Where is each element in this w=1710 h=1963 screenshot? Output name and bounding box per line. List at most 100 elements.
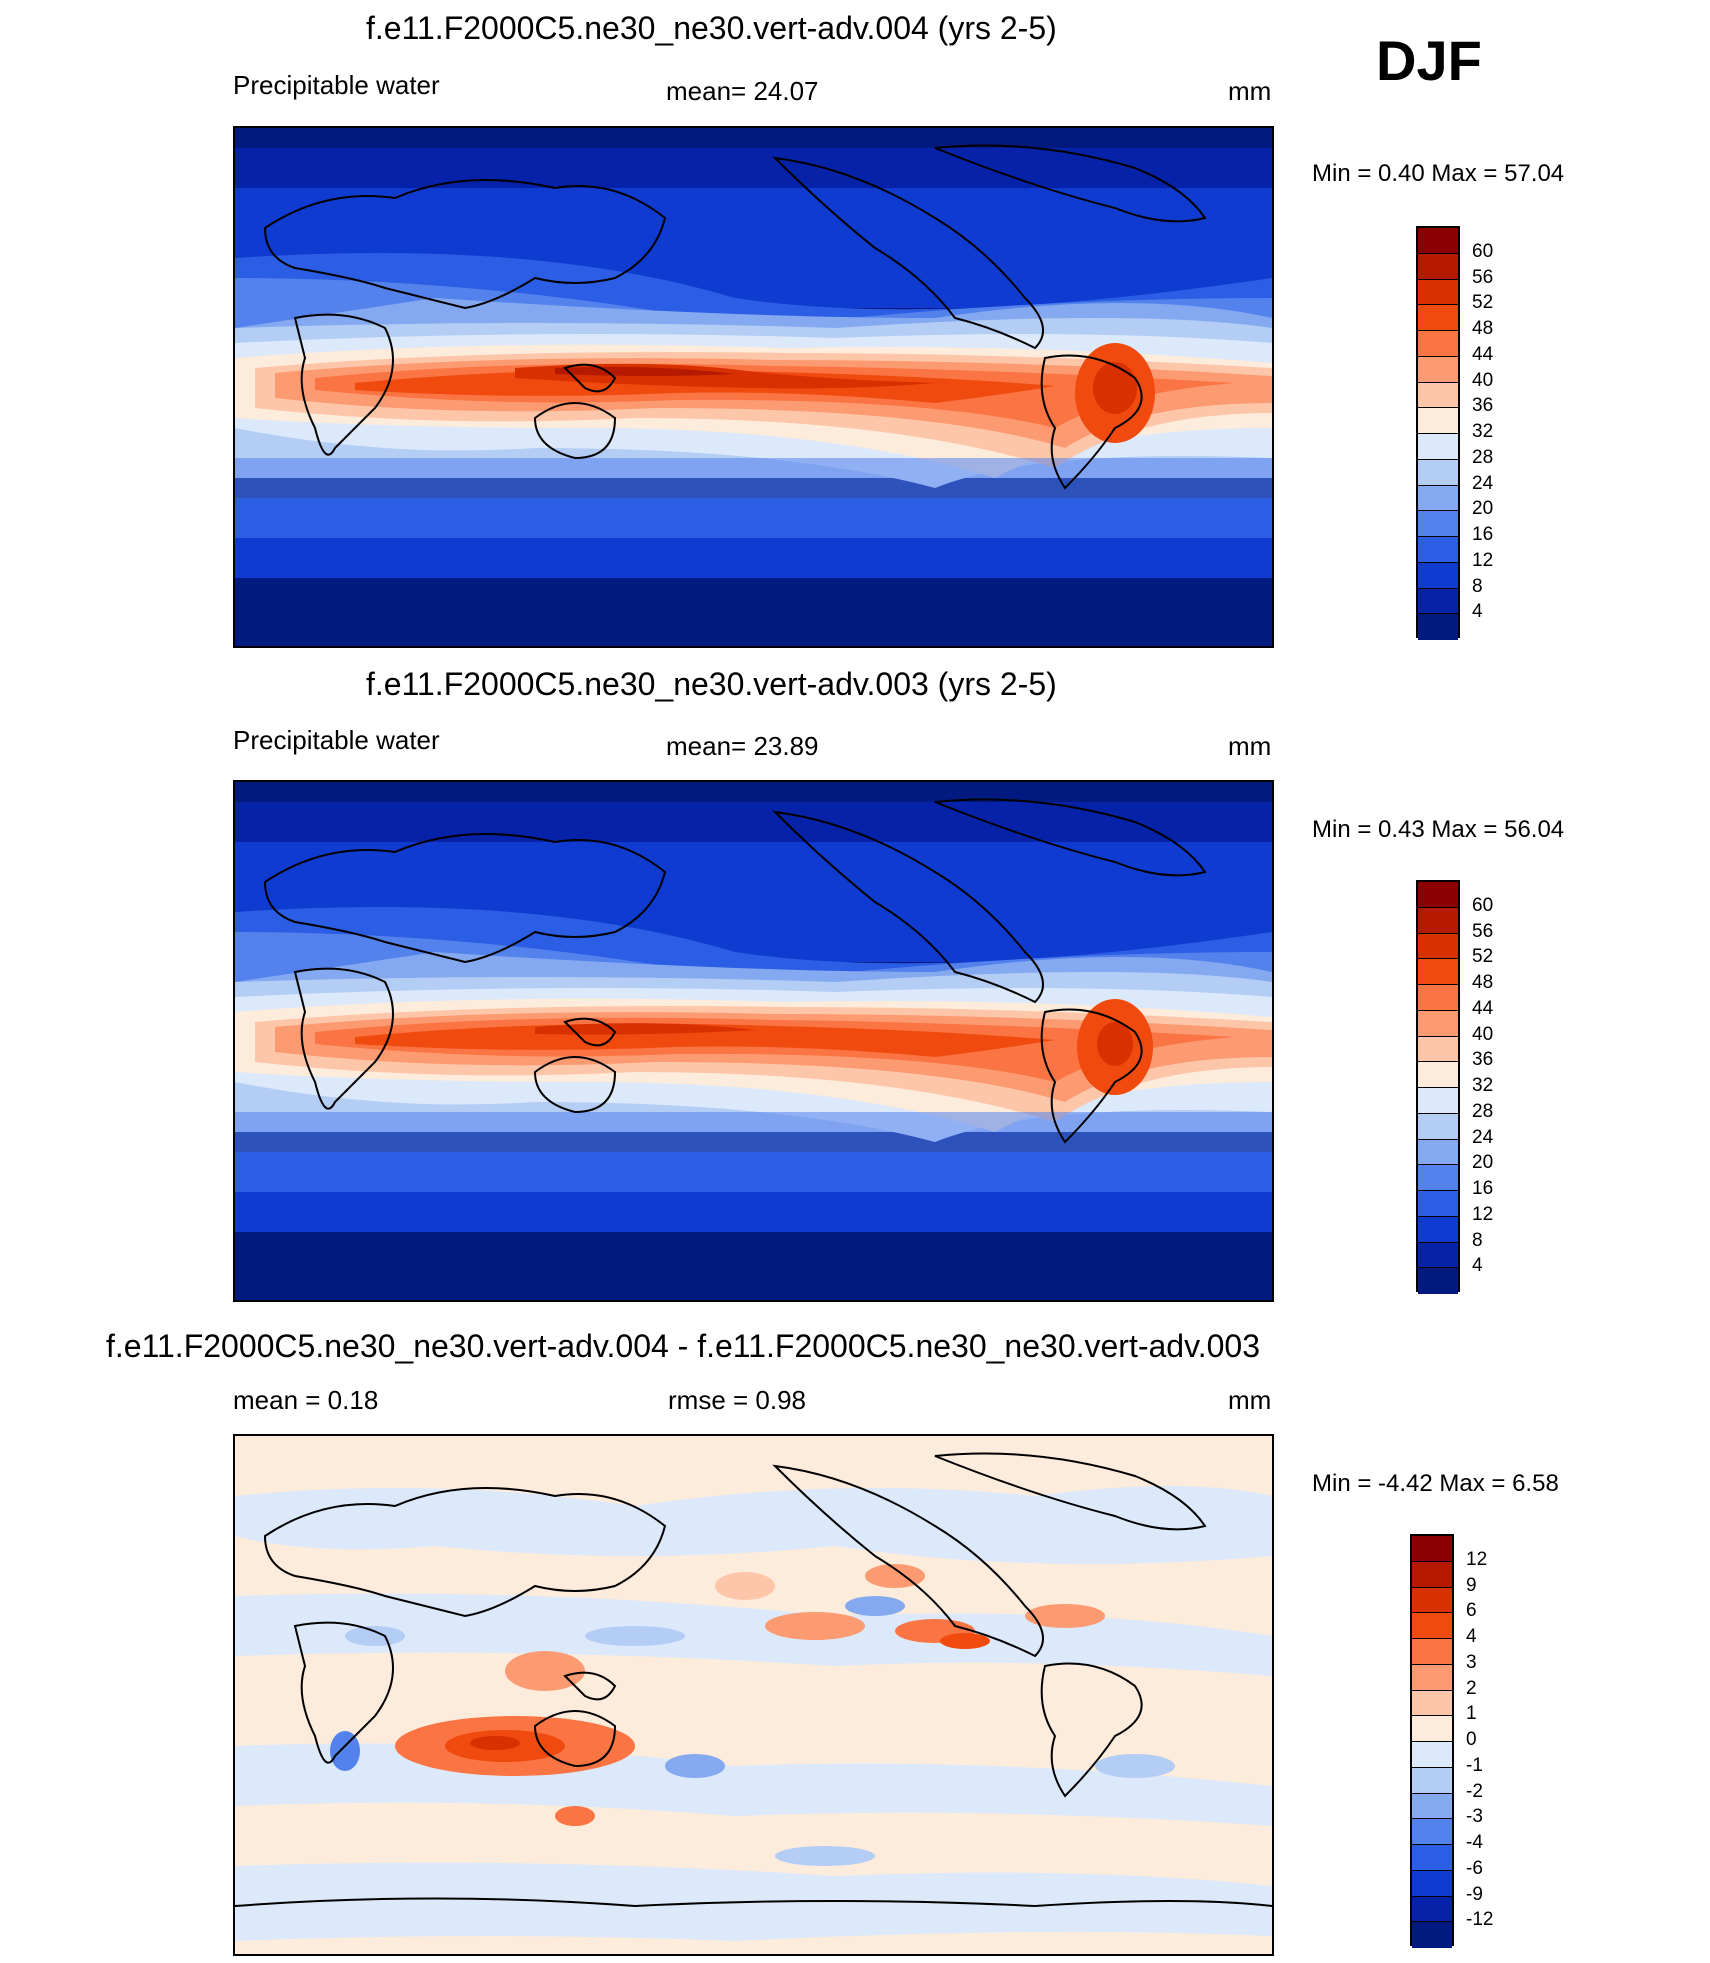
colorbar-box [1418,1139,1458,1166]
colorbar-box [1418,408,1458,434]
colorbar-tick-label: 16 [1472,1178,1494,1199]
colorbar-tick-label: 6 [1466,1600,1477,1622]
panel-1-units-label: mm [1228,76,1272,106]
colorbar-box [1418,614,1458,640]
precipitable-water-field-map [235,128,1272,646]
panel-3-minmax: Min = -4.42 Max = 6.58 [1312,1470,1559,1497]
panel-1-minmax: Min = 0.40 Max = 57.04 [1312,160,1565,187]
colorbar-tick-label: 2 [1466,1677,1477,1699]
colorbar-box [1418,1191,1458,1217]
colorbar-box [1412,1922,1452,1948]
colorbar-tick-label: -6 [1466,1857,1483,1879]
colorbar-tick-label: 20 [1472,498,1494,520]
panel-2-minmax: Min = 0.43 Max = 56.04 [1312,816,1565,843]
colorbar-tick-label: 4 [1472,601,1483,623]
panel-3-colorbar [1410,1534,1454,1948]
colorbar-tick-label: 32 [1472,1075,1494,1096]
colorbar-box [1418,1010,1458,1037]
colorbar-box [1418,382,1458,409]
colorbar-tick-label: 56 [1472,266,1494,288]
colorbar-box [1412,1716,1452,1742]
colorbar-tick-label: 9 [1466,1574,1477,1596]
colorbar-box [1412,1664,1452,1691]
colorbar-tick-label: -4 [1466,1832,1483,1853]
colorbar-box [1418,1216,1458,1243]
colorbar-tick-label: 3 [1466,1651,1477,1673]
colorbar-box [1418,1268,1458,1294]
colorbar-tick-label: 8 [1472,1229,1483,1251]
colorbar-box [1418,485,1458,512]
colorbar-box [1412,1639,1452,1665]
colorbar-tick-label: -1 [1466,1754,1483,1776]
panel-1-map [233,126,1274,648]
colorbar-tick-label: 8 [1472,575,1483,597]
colorbar-tick-label: -12 [1466,1909,1494,1931]
colorbar-box [1418,588,1458,615]
colorbar-tick-label: 48 [1472,972,1494,993]
panel-3-mean-label: mean = 0.18 [233,1385,379,1415]
colorbar-tick-label: 4 [1466,1626,1477,1647]
colorbar-box [1412,1793,1452,1820]
panel-2-variable-label: Precipitable water [233,725,440,755]
colorbar-box [1412,1742,1452,1768]
colorbar-box [1418,1062,1458,1088]
colorbar-box [1418,1242,1458,1269]
colorbar-tick-label: 12 [1466,1548,1488,1570]
colorbar-tick-label: 0 [1466,1729,1477,1750]
colorbar-tick-label: 28 [1472,1100,1494,1122]
colorbar-box [1418,959,1458,985]
colorbar-box [1412,1845,1452,1871]
colorbar-tick-label: 12 [1472,1203,1494,1225]
colorbar-tick-label: 48 [1472,318,1494,339]
colorbar-tick-label: 36 [1472,395,1494,417]
colorbar-box [1418,933,1458,960]
colorbar-box [1418,1088,1458,1114]
panel-3-rmse-label: rmse = 0.98 [668,1385,807,1415]
colorbar-box [1412,1613,1452,1639]
colorbar-tick-label: -2 [1466,1780,1483,1802]
panel-1-variable-label: Precipitable water [233,70,440,100]
panel-2-title: f.e11.F2000C5.ne30_ne30.vert-adv.003 (yr… [366,666,1057,702]
colorbar-tick-label: 40 [1472,369,1494,391]
colorbar-box [1418,511,1458,537]
colorbar-tick-label: 36 [1472,1049,1494,1071]
colorbar-box [1418,1036,1458,1063]
colorbar-box [1418,279,1458,306]
colorbar-tick-label: 4 [1472,1255,1483,1277]
colorbar-tick-label: 56 [1472,920,1494,942]
colorbar-tick-label: 12 [1472,549,1494,571]
colorbar-tick-label: 52 [1472,292,1494,314]
colorbar-box [1418,356,1458,383]
panel-1-mean-label: mean= 24.07 [666,76,819,106]
colorbar-tick-label: 44 [1472,343,1494,365]
colorbar-box [1418,907,1458,934]
colorbar-box [1412,1587,1452,1614]
panel-3-units-label: mm [1228,1385,1272,1415]
difference-field-map [235,1436,1272,1954]
colorbar-tick-label: 44 [1472,997,1494,1019]
colorbar-tick-label: -9 [1466,1883,1483,1905]
colorbar-box [1412,1561,1452,1588]
season-label: DJF [1376,29,1482,92]
colorbar-box [1418,1113,1458,1140]
panel-2-map [233,780,1274,1302]
colorbar-box [1418,882,1458,908]
panel-1-colorbar [1416,226,1460,640]
colorbar-box [1418,331,1458,357]
panel-3-map [233,1434,1274,1956]
colorbar-box [1412,1896,1452,1923]
colorbar-tick-label: 20 [1472,1152,1494,1174]
colorbar-tick-label: 32 [1472,421,1494,442]
panel-2-units-label: mm [1228,731,1272,761]
colorbar-box [1412,1870,1452,1897]
colorbar-box [1418,985,1458,1011]
colorbar-box [1418,562,1458,589]
precipitable-water-field-map [235,782,1272,1300]
colorbar-tick-label: 16 [1472,524,1494,545]
colorbar-box [1418,305,1458,331]
colorbar-box [1418,253,1458,280]
colorbar-box [1418,537,1458,563]
colorbar-box [1418,434,1458,460]
colorbar-tick-label: 60 [1472,240,1494,262]
colorbar-tick-label: 60 [1472,894,1494,916]
